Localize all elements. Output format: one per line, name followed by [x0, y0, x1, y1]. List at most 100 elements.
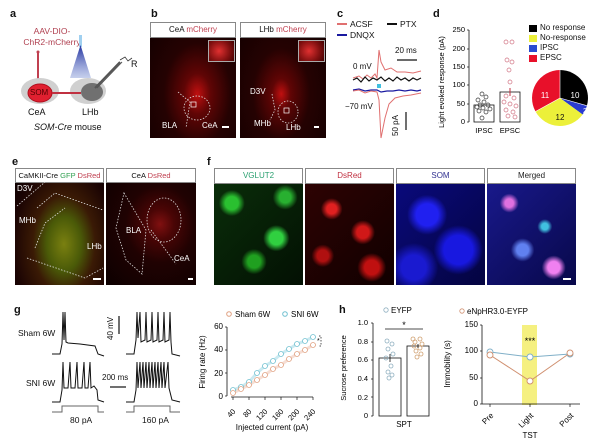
svg-text:Sham 6W: Sham 6W	[235, 310, 271, 319]
svg-text:0: 0	[364, 411, 368, 420]
micrograph-title: DsRed	[305, 168, 394, 184]
panel-h: h EYFP Sucrose preference 0 0.2 0.4 0.6 0.8…	[330, 300, 600, 446]
legend-label: eNpHR3.0-EYFP	[467, 307, 528, 316]
legend-swatch-icon	[387, 23, 397, 25]
micrograph-title: CeA DsRed	[106, 168, 196, 183]
panel-letter-d: d	[433, 8, 440, 20]
panel-c: c ACSF PTX DNQX 20 ms 0 mV −70 mV 50 pA	[333, 0, 433, 150]
sucrose-preference-bar-chart: EYFP Sucrose preference 0 0.2 0.4 0.6 0.8 1.…	[339, 306, 430, 429]
micrograph-camkii-gfp-dsred: CaMKII-Cre GFP DsRed D3V MHb LHb	[15, 168, 104, 285]
legend-swatch-icon	[337, 34, 347, 36]
svg-text:120: 120	[254, 407, 269, 422]
svg-text:0.8: 0.8	[358, 337, 368, 346]
inset-image	[208, 40, 235, 62]
legend-swatch-icon	[529, 34, 537, 42]
micrograph-som: SOM	[396, 168, 485, 285]
micrograph-vglut2: VGLUT2	[214, 168, 303, 285]
legend-ptx: PTX	[387, 19, 417, 29]
panel-g: g Sham 6W SNI 6W 40 mV 200 ms 80 pA 160 …	[0, 300, 345, 446]
legend-swatch-icon	[529, 24, 537, 32]
region-label: D3V	[17, 184, 33, 193]
svg-text:20: 20	[214, 369, 223, 378]
pie-label: 2	[583, 108, 587, 115]
panel-letter-g: g	[14, 304, 21, 316]
panel-a: a AAV-DIO- ChR2-mCherry SOM R CeA LHb SO…	[0, 0, 150, 150]
circuit-schematic-icon	[21, 35, 133, 104]
micrograph-cea-dsred: CeA DsRed BLA CeA	[106, 168, 196, 285]
row-label-sni: SNI 6W	[26, 378, 56, 388]
panel-letter-a: a	[10, 8, 17, 20]
y-axis-label: Sucrose preference	[339, 335, 348, 400]
time-scale-label: 20 ms	[395, 46, 417, 55]
micrograph-lhb-mcherry: LHb mCherry D3V MHb LHb	[240, 22, 326, 138]
region-outline-icon	[115, 191, 193, 280]
svg-text:50: 50	[457, 99, 465, 108]
y-axis-label: Light evoked response (pA)	[437, 36, 446, 128]
svg-text:0: 0	[461, 117, 465, 126]
region-label: LHb	[286, 123, 301, 132]
chart-legend: Sham 6W SNI 6W	[226, 310, 319, 319]
svg-text:0.6: 0.6	[358, 355, 368, 364]
legend-item: EPSC	[529, 53, 586, 63]
svg-text:0.4: 0.4	[358, 374, 368, 383]
y-axis-label: Immobility (s)	[443, 340, 452, 388]
svg-text:250: 250	[452, 25, 465, 34]
som-label: SOM	[30, 88, 49, 97]
holding-70mv-label: −70 mV	[345, 102, 373, 111]
legend-swatch-icon	[529, 54, 537, 62]
svg-text:80: 80	[241, 407, 253, 419]
svg-text:1.0: 1.0	[358, 318, 368, 327]
response-pie-chart: 10 2 12 11	[532, 70, 588, 126]
svg-text:100: 100	[465, 346, 479, 355]
svg-text:150: 150	[465, 320, 479, 329]
light-highlight	[522, 325, 537, 405]
region-outline-icon	[177, 91, 229, 129]
recording-label: R	[131, 59, 138, 69]
svg-text:200: 200	[452, 44, 465, 53]
voltage-traces	[52, 311, 181, 413]
y-axis-label: Firing rate (Hz)	[198, 335, 207, 389]
legend-swatch-icon	[337, 23, 347, 25]
mouse-label: SOM-Cre mouse	[34, 122, 102, 132]
region-label: LHb	[87, 242, 102, 251]
immobility-line-chart: eNpHR3.0-EYFP Immobility (s) 0 50 100 150 *…	[443, 307, 580, 440]
micrograph-title: LHb mCherry	[240, 22, 326, 38]
holding-0mv-label: 0 mV	[353, 62, 372, 71]
pie-label: 12	[556, 113, 565, 122]
pie-label: 11	[541, 91, 550, 100]
micrograph-title: VGLUT2	[214, 168, 303, 184]
y-axis-ticks: 0 50 100 150 200 250	[452, 25, 465, 126]
light-evoked-bar-chart: Light evoked response (pA) 0 50 100 150 200…	[437, 25, 521, 135]
region-outline-icon	[16, 181, 104, 280]
legend-item: No-response	[529, 33, 586, 43]
region-outline-icon	[269, 93, 319, 128]
svg-text:50: 50	[469, 373, 478, 382]
micrograph-dsred: DsRed	[305, 168, 394, 285]
svg-text:0.2: 0.2	[358, 393, 368, 402]
svg-text:40: 40	[214, 345, 223, 354]
row-label-sham: Sham 6W	[18, 328, 56, 338]
virus-label: AAV-DIO- ChR2-mCherry	[23, 26, 81, 47]
svg-text:160: 160	[270, 407, 285, 422]
svg-text:200: 200	[286, 407, 301, 422]
panel-letter-f: f	[207, 156, 211, 168]
svg-text:Light: Light	[517, 411, 536, 430]
pie-label: 10	[571, 91, 580, 100]
region-label: MHb	[19, 216, 36, 225]
legend-dnqx: DNQX	[337, 30, 375, 40]
region-label: CeA	[174, 254, 190, 263]
panel-d: d Light evoked response (pA) 0 50 100 150 2…	[430, 0, 600, 150]
micrograph-title: CeA mCherry	[150, 22, 236, 38]
panel-letter-c: c	[337, 8, 344, 20]
significance-marker: *	[402, 320, 406, 330]
panel-letter-h: h	[339, 304, 346, 316]
inset-image	[298, 40, 325, 62]
x-axis-label: TST	[522, 431, 537, 440]
ephys-traces	[352, 49, 422, 139]
legend-label: EYFP	[391, 306, 412, 315]
region-label: BLA	[126, 226, 142, 235]
x-axis-label: SPT	[396, 420, 412, 429]
panel-f: f VGLUT2 DsRed SOM Merged	[205, 150, 600, 300]
panel-e: e CaMKII-Cre GFP DsRed D3V MHb LHb CeA D…	[0, 150, 205, 300]
svg-text:240: 240	[302, 407, 317, 422]
